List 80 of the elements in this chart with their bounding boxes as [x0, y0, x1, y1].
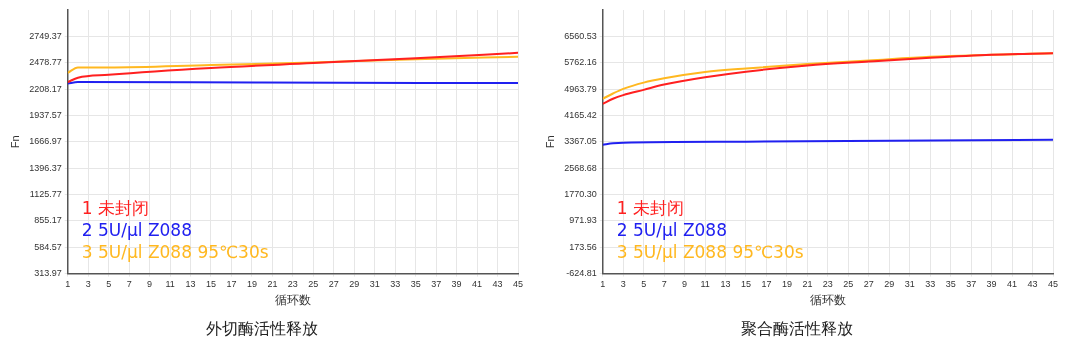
x-axis-title: 循环数: [809, 292, 846, 307]
x-tick-label: 23: [287, 279, 298, 290]
x-tick-label: 43: [1027, 279, 1038, 290]
x-tick-label: 5: [106, 279, 112, 290]
x-tick-label: 19: [781, 279, 792, 290]
x-tick-label: 41: [1007, 279, 1018, 290]
x-tick-label: 5: [641, 279, 647, 290]
y-tick-label: 971.93: [569, 215, 597, 226]
x-axis-title: 循环数: [274, 292, 311, 307]
y-tick-label: 1125.77: [29, 189, 62, 199]
y-tick-label: 1666.97: [29, 136, 62, 147]
y-tick-label: 855.17: [34, 215, 62, 226]
x-tick-label: 43: [492, 279, 503, 290]
y-tick-label: 313.97: [34, 268, 62, 279]
x-tick-label: 35: [410, 279, 421, 290]
text: 外切酶活性释放: [205, 318, 318, 338]
x-tick-label: 1: [600, 279, 606, 290]
text: 聚合酶活性释放: [740, 318, 853, 338]
x-tick-label: 31: [369, 279, 380, 290]
y-tick-label: 1937.57: [29, 109, 62, 120]
x-tick-label: 17: [761, 279, 772, 290]
x-tick-label: 27: [328, 279, 339, 290]
text: 2 5U/µl Z088: [81, 220, 192, 241]
x-tick-label: 29: [349, 279, 360, 290]
x-tick-label: 3: [620, 279, 626, 290]
line-series: [67, 55, 518, 74]
x-tick-label: 3: [85, 279, 91, 290]
x-tick-label: 31: [904, 279, 915, 290]
text: 2 5U/µl Z088: [616, 220, 727, 241]
y-tick-label: 4963.79: [564, 83, 597, 94]
y-axis-title: Fn: [543, 135, 556, 149]
x-tick-label: 39: [451, 279, 462, 290]
x-tick-label: 25: [843, 279, 854, 290]
x-tick-label: 13: [185, 279, 196, 290]
x-tick-label: 21: [802, 279, 813, 290]
x-tick-label: 33: [925, 279, 936, 290]
x-tick-label: 17: [226, 279, 237, 290]
y-tick-label: 1770.30: [564, 189, 597, 199]
x-tick-label: 45: [1047, 279, 1059, 290]
x-tick-label: 27: [863, 279, 874, 290]
y-tick-label: 3367.05: [564, 136, 597, 147]
x-tick-label: 1: [65, 279, 71, 290]
x-tick-label: 19: [246, 279, 257, 290]
x-tick-label: 11: [165, 279, 175, 290]
text: 3 5U/µl Z088 95℃30s: [81, 242, 269, 263]
x-tick-label: 35: [945, 279, 956, 290]
x-tick-label: 15: [740, 279, 752, 290]
y-tick-label: 2208.17: [29, 83, 62, 94]
x-tick-label: 7: [126, 279, 132, 290]
x-tick-label: 37: [966, 279, 977, 290]
x-tick-label: 11: [700, 279, 710, 290]
text: 1 未封闭: [616, 198, 684, 219]
x-tick-label: 23: [822, 279, 833, 290]
x-tick-label: 41: [472, 279, 483, 290]
x-tick-label: 21: [267, 279, 278, 290]
y-tick-label: 6560.53: [564, 30, 597, 41]
x-tick-label: 9: [682, 279, 688, 290]
x-tick-label: 39: [986, 279, 997, 290]
y-tick-label: 4165.42: [564, 109, 597, 120]
x-tick-label: 9: [147, 279, 153, 290]
y-tick-label: 2478.77: [29, 57, 62, 68]
y-tick-label: -624.81: [566, 268, 597, 279]
y-tick-label: 1396.37: [29, 162, 62, 173]
x-tick-label: 29: [884, 279, 895, 290]
y-tick-label: 173.56: [569, 241, 597, 252]
y-tick-label: 2749.37: [29, 30, 62, 41]
y-axis-title: Fn: [8, 135, 21, 149]
y-tick-label: 2568.68: [564, 162, 597, 173]
y-tick-label: 584.57: [34, 241, 62, 252]
y-tick-label: 5762.16: [564, 57, 597, 68]
x-tick-label: 33: [390, 279, 401, 290]
line-series: [67, 51, 518, 84]
text: 1 未封闭: [81, 198, 149, 219]
x-tick-label: 7: [661, 279, 667, 290]
x-tick-label: 45: [512, 279, 524, 290]
x-tick-label: 25: [308, 279, 319, 290]
text: 3 5U/µl Z088 95℃30s: [616, 242, 804, 263]
x-tick-label: 37: [431, 279, 442, 290]
x-tick-label: 15: [205, 279, 217, 290]
x-tick-label: 13: [720, 279, 731, 290]
